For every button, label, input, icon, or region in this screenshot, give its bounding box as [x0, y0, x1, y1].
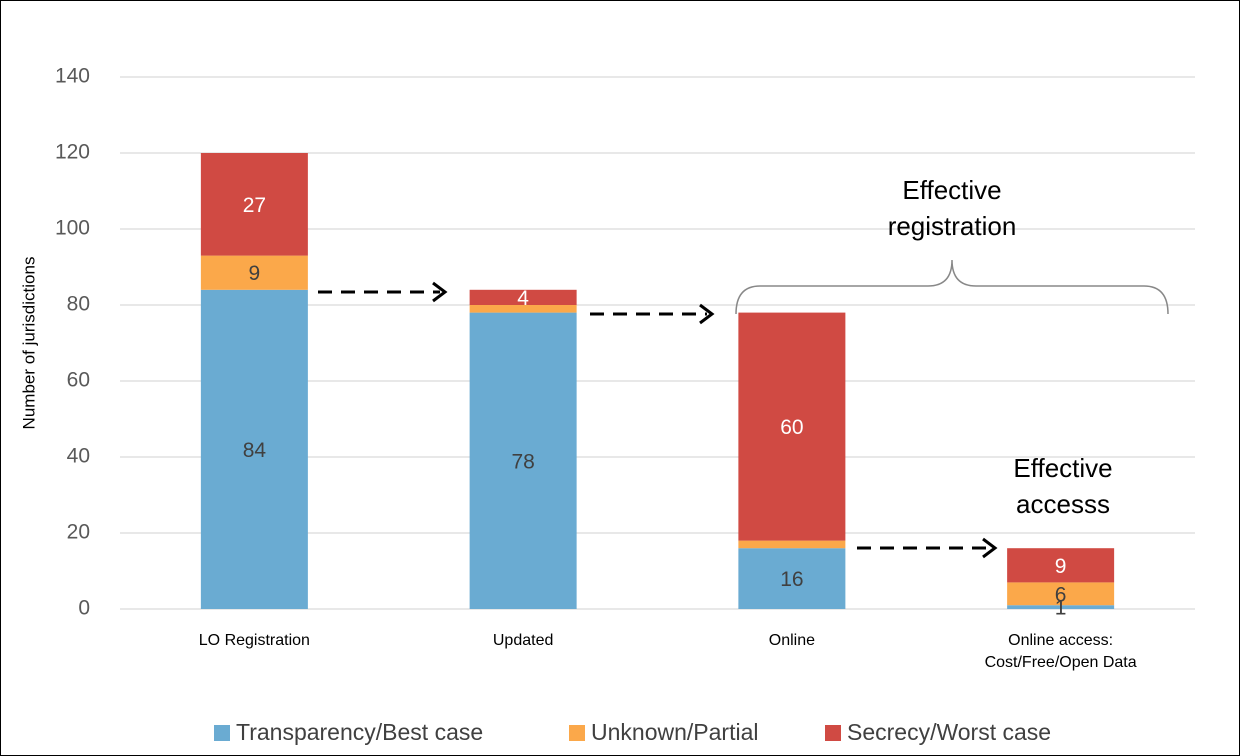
y-tick-label: 60 — [67, 369, 90, 392]
legend-swatch — [825, 725, 841, 741]
bar-segment — [1007, 605, 1115, 609]
bar-segment — [200, 153, 308, 256]
data-label: 27 — [243, 194, 266, 217]
data-label: 84 — [243, 439, 267, 462]
bar-segment — [200, 255, 308, 290]
y-tick-label: 120 — [55, 141, 90, 164]
data-label: 78 — [511, 450, 534, 473]
data-label: 1 — [1055, 597, 1067, 620]
arrow-head — [982, 537, 998, 559]
legend-swatch — [569, 725, 585, 741]
y-tick-label: 100 — [55, 217, 90, 240]
data-label: 9 — [1055, 555, 1067, 578]
y-tick-label: 40 — [67, 445, 90, 468]
data-label: 16 — [780, 568, 803, 591]
annotation: Effective registration — [887, 175, 1017, 241]
arrows — [318, 290, 990, 550]
x-tick-label: Updated — [492, 632, 554, 649]
bar-segment — [738, 312, 846, 541]
bar-segment — [1007, 548, 1115, 583]
bar-segment — [738, 540, 846, 549]
bar-segment — [469, 305, 577, 313]
data-label: 60 — [780, 416, 803, 439]
x-tick-label: Online access: Cost/Free/Open Data — [984, 632, 1137, 671]
arrow-head — [699, 303, 715, 325]
y-tick-label: 140 — [55, 65, 90, 88]
y-tick-label: 20 — [67, 521, 90, 544]
bar-segment — [469, 289, 577, 305]
bar-segment — [1007, 582, 1115, 606]
brace — [735, 259, 1169, 315]
data-label: 6 — [1055, 583, 1067, 606]
x-tick-label: LO Registration — [198, 632, 310, 649]
x-tick-label: Online — [768, 632, 815, 649]
legend-label: Secrecy/Worst case — [847, 719, 1051, 745]
arrow-head — [432, 281, 448, 303]
y-tick-label: 80 — [67, 293, 90, 316]
legend-label: Unknown/Partial — [591, 719, 758, 745]
y-tick-label: 0 — [78, 597, 90, 620]
legend-swatch — [214, 725, 230, 741]
arrow-heads — [432, 281, 998, 559]
legend-label: Transparency/Best case — [236, 719, 483, 745]
bar-segment — [469, 312, 577, 609]
annotation: Effective accesss — [1013, 453, 1113, 519]
data-label: 4 — [517, 287, 529, 310]
bar-segment — [738, 548, 846, 609]
y-axis-label: Number of jurisdictions — [19, 257, 38, 430]
data-label: 9 — [249, 262, 261, 285]
bar-segment — [200, 289, 308, 609]
